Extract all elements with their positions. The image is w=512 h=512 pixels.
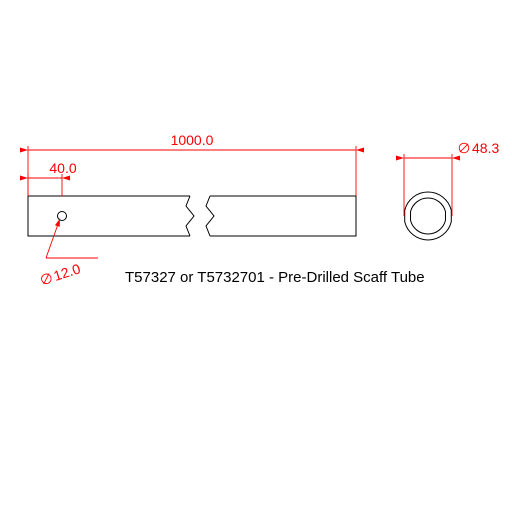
tube-side-left xyxy=(28,196,190,236)
dim-overall-length: 1000.0 xyxy=(171,132,214,148)
dim-tube-diameter: 48.3 xyxy=(472,140,499,156)
tube-end-inner xyxy=(411,198,446,234)
diameter-symbol xyxy=(459,143,469,153)
drilled-hole xyxy=(58,212,67,221)
break-line-left xyxy=(186,196,194,236)
break-line-right xyxy=(206,196,214,236)
svg-text:12.0: 12.0 xyxy=(51,260,82,284)
dim-hole-diameter: 12.0 xyxy=(39,260,82,288)
technical-drawing: 1000.0 40.0 48.3 12.0 T57327 or T5732701 - P… xyxy=(0,0,512,512)
caption-text: T57327 or T5732701 - Pre-Drilled Scaff T… xyxy=(125,269,425,286)
tube-side-right xyxy=(210,196,356,236)
dim-hole-offset: 40.0 xyxy=(49,160,76,176)
tube-end-outer xyxy=(405,192,452,240)
